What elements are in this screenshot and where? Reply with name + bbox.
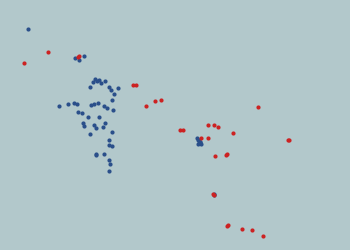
Point xyxy=(92,77,98,81)
Point xyxy=(109,144,114,148)
Point xyxy=(75,110,80,114)
Point xyxy=(195,142,201,146)
Point xyxy=(211,123,217,127)
Point xyxy=(76,58,82,62)
Point xyxy=(93,152,99,156)
Point xyxy=(65,102,71,106)
Point xyxy=(111,92,117,96)
Point xyxy=(26,27,31,31)
Point xyxy=(180,128,186,132)
Point xyxy=(90,80,96,84)
Point xyxy=(75,56,80,60)
Point xyxy=(285,138,290,141)
Point xyxy=(46,50,51,54)
Point xyxy=(197,140,203,144)
Point xyxy=(196,138,202,141)
Point xyxy=(224,152,230,156)
Point xyxy=(101,104,106,108)
Point xyxy=(97,78,102,82)
Point xyxy=(260,234,266,238)
Point xyxy=(133,84,139,87)
Point xyxy=(211,192,216,196)
Point xyxy=(85,115,90,119)
Point xyxy=(198,142,204,146)
Point xyxy=(98,81,104,85)
Point xyxy=(79,110,85,114)
Point xyxy=(107,162,113,166)
Point xyxy=(130,82,135,86)
Point xyxy=(100,125,106,129)
Point xyxy=(91,102,97,106)
Point xyxy=(72,56,78,60)
Point xyxy=(223,153,229,157)
Point xyxy=(158,98,164,102)
Point xyxy=(106,158,112,162)
Point xyxy=(194,136,199,140)
Point xyxy=(74,102,79,106)
Point xyxy=(103,121,108,125)
Point xyxy=(225,223,230,227)
Point xyxy=(109,98,114,102)
Point xyxy=(205,124,211,128)
Point xyxy=(286,138,292,142)
Point xyxy=(256,105,261,109)
Point xyxy=(101,152,106,156)
Point xyxy=(102,79,108,83)
Point xyxy=(94,79,99,83)
Point xyxy=(230,131,236,135)
Point xyxy=(96,116,101,119)
Point xyxy=(195,138,201,142)
Point xyxy=(215,125,221,129)
Point xyxy=(106,144,112,148)
Point xyxy=(106,169,112,173)
Point xyxy=(81,124,87,128)
Point xyxy=(106,85,112,89)
Point xyxy=(152,99,158,103)
Point xyxy=(224,224,230,228)
Point xyxy=(197,140,202,144)
Point xyxy=(71,101,77,105)
Point xyxy=(88,104,94,108)
Point xyxy=(93,152,99,156)
Point xyxy=(177,128,183,132)
Point xyxy=(108,88,113,92)
Point xyxy=(111,108,116,112)
Point xyxy=(239,227,245,231)
Point xyxy=(76,54,82,58)
Point xyxy=(106,138,111,142)
Point xyxy=(210,192,216,196)
Point xyxy=(21,60,27,64)
Point xyxy=(211,192,217,196)
Point xyxy=(95,101,101,105)
Point xyxy=(250,228,255,232)
Point xyxy=(104,106,110,110)
Point xyxy=(82,54,87,58)
Point xyxy=(56,104,62,108)
Point xyxy=(196,141,202,145)
Point xyxy=(87,132,92,136)
Point xyxy=(143,104,148,108)
Point xyxy=(109,130,114,134)
Point xyxy=(93,126,99,130)
Point xyxy=(87,85,92,89)
Point xyxy=(212,154,218,158)
Point xyxy=(80,121,85,125)
Point xyxy=(116,86,121,90)
Point xyxy=(211,193,216,197)
Point xyxy=(198,136,204,140)
Point xyxy=(205,136,211,140)
Point xyxy=(91,123,97,127)
